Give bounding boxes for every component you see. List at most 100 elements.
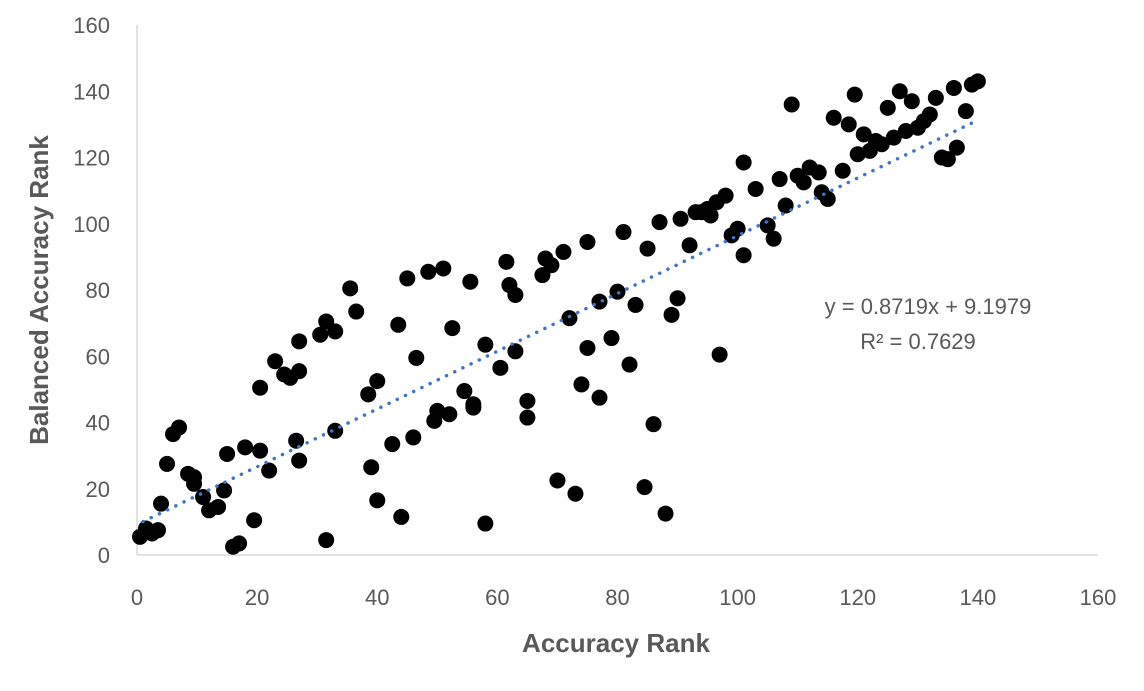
data-point [150, 522, 167, 539]
data-point [639, 240, 656, 257]
data-point [759, 217, 776, 234]
data-point [735, 247, 752, 264]
data-point [771, 171, 788, 188]
data-point [795, 174, 812, 191]
data-point [681, 237, 698, 254]
data-point [702, 207, 719, 224]
data-point [393, 508, 410, 525]
data-point [216, 482, 233, 499]
data-point [456, 383, 473, 400]
data-point [420, 263, 437, 280]
data-point [399, 270, 416, 287]
trendline-path [141, 118, 980, 524]
y-tick-label: 0 [98, 543, 110, 568]
trendline-equation: y = 0.8719x + 9.1979 [825, 294, 1032, 319]
data-point [363, 459, 380, 476]
x-tick-label: 160 [1080, 585, 1117, 610]
data-point [591, 293, 608, 310]
data-point [657, 505, 674, 522]
data-point [840, 116, 857, 133]
data-point [444, 320, 461, 337]
data-point [369, 492, 386, 509]
data-point [579, 233, 596, 250]
x-tick-label: 140 [960, 585, 997, 610]
data-point [348, 303, 365, 320]
data-point [186, 469, 203, 486]
data-point [636, 479, 653, 496]
trendline-r-squared: R² = 0.7629 [860, 329, 976, 354]
data-point [210, 498, 227, 515]
data-point [927, 89, 944, 106]
data-point [819, 190, 836, 207]
data-point [159, 455, 176, 472]
data-point [312, 326, 329, 343]
data-point [246, 512, 263, 529]
data-point [435, 260, 452, 277]
data-point [507, 343, 524, 360]
x-tick-label: 0 [131, 585, 143, 610]
data-point [429, 402, 446, 419]
data-point [903, 93, 920, 110]
data-point [153, 495, 170, 512]
x-tick-label: 120 [839, 585, 876, 610]
data-point [405, 429, 422, 446]
data-point [519, 409, 536, 426]
data-point [855, 126, 872, 143]
x-tick-label: 40 [365, 585, 389, 610]
data-point [327, 323, 344, 340]
data-point [645, 416, 662, 433]
data-point [360, 386, 377, 403]
data-point [669, 290, 686, 307]
data-point [948, 139, 965, 156]
data-point [261, 462, 278, 479]
data-point [267, 353, 284, 370]
data-point [252, 442, 269, 459]
x-tick-label: 20 [245, 585, 269, 610]
x-axis-title: Accuracy Rank [522, 628, 710, 658]
data-point [810, 164, 827, 181]
data-point [291, 452, 308, 469]
data-point [921, 106, 938, 123]
data-point [672, 210, 689, 227]
y-tick-label: 20 [86, 477, 110, 502]
data-point [615, 224, 632, 241]
data-point [549, 472, 566, 489]
data-point [747, 180, 764, 197]
data-point [663, 306, 680, 323]
y-axis-title: Balanced Accuracy Rank [24, 135, 54, 445]
data-point [291, 363, 308, 380]
x-tick-label: 80 [605, 585, 629, 610]
tick-labels: 0 20 40 60 80 100 120 140 160 0 20 40 60 80 100 120 140 1… [73, 13, 1116, 610]
data-point [441, 406, 458, 423]
data-point [318, 532, 335, 549]
data-point [384, 436, 401, 453]
data-point [591, 389, 608, 406]
data-point [603, 330, 620, 347]
data-point [327, 422, 344, 439]
data-point [477, 515, 494, 532]
x-tick-label: 100 [719, 585, 756, 610]
data-point [519, 392, 536, 409]
y-tick-label: 60 [86, 344, 110, 369]
y-tick-label: 120 [73, 146, 110, 171]
data-point [291, 333, 308, 350]
data-point [252, 379, 269, 396]
data-point [885, 129, 902, 146]
data-point [288, 432, 305, 449]
data-point [465, 396, 482, 413]
data-point [621, 356, 638, 373]
data-point [735, 154, 752, 171]
data-point [237, 439, 254, 456]
data-point [957, 103, 974, 120]
data-point [945, 79, 962, 96]
data-point [231, 535, 248, 552]
data-point [783, 96, 800, 113]
data-point [939, 151, 956, 168]
data-point [711, 346, 728, 363]
data-point [846, 86, 863, 103]
data-point [651, 214, 668, 231]
data-point [849, 146, 866, 163]
data-point [873, 136, 890, 153]
